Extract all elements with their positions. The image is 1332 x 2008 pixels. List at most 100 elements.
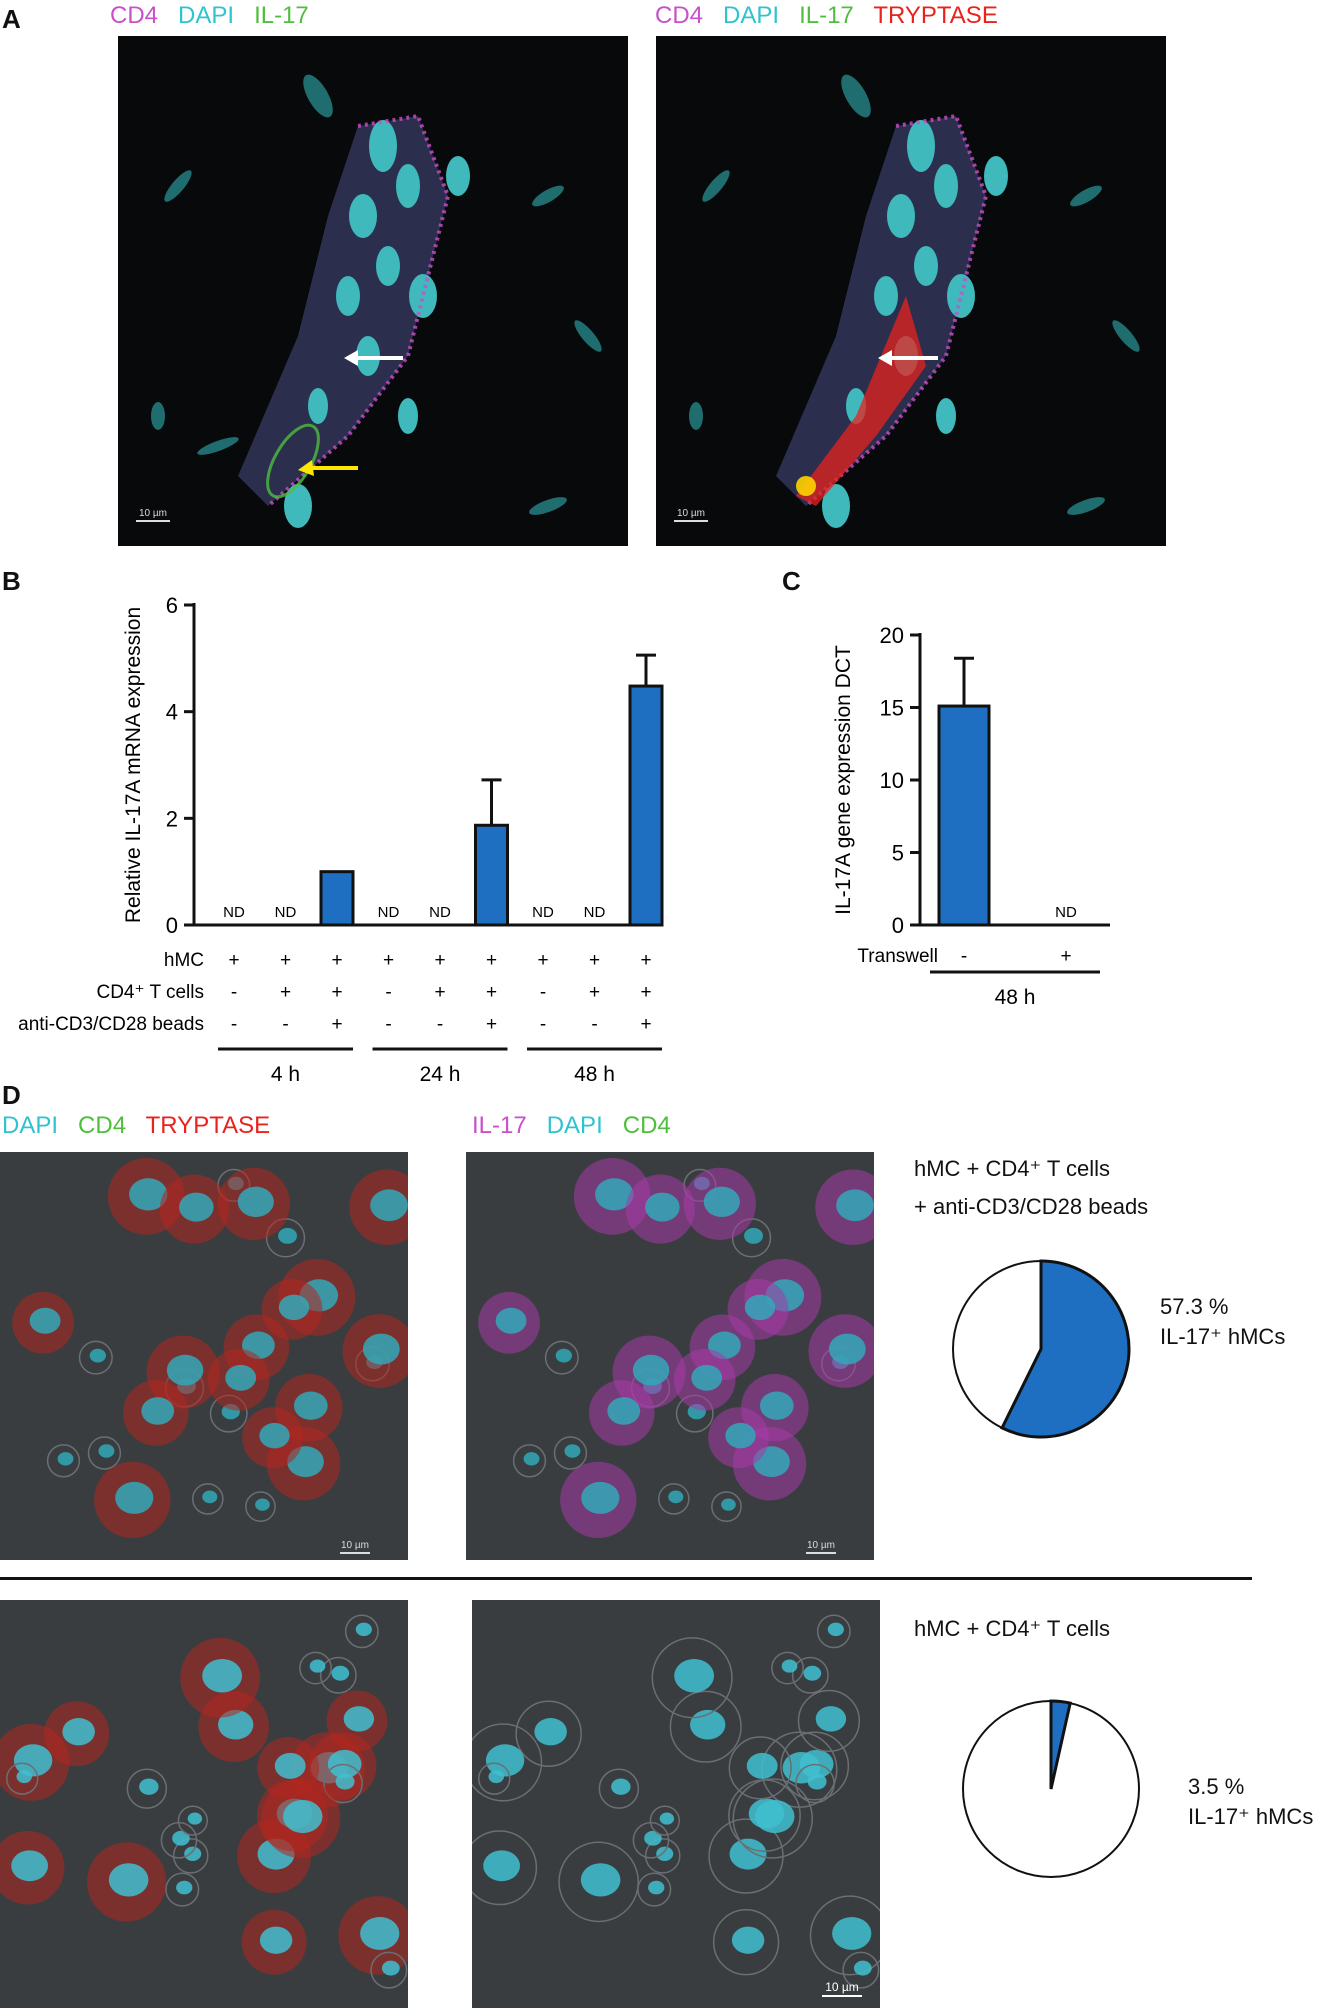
condition-sign: +: [434, 982, 445, 1003]
channel-label: CD4: [110, 2, 159, 29]
nd-label: ND: [275, 904, 297, 921]
cell-outline: [791, 1656, 829, 1694]
cell-nucleus: [62, 1718, 95, 1746]
cell-nucleus: [202, 1490, 218, 1504]
cell-outline: [657, 1483, 690, 1515]
condition-sign: +: [1060, 946, 1071, 967]
cell-outline: [544, 1340, 579, 1375]
channel-label: CD4: [622, 1112, 671, 1139]
cell-nucleus: [11, 1850, 49, 1882]
group-label: 24 h: [420, 1063, 461, 1086]
cells-image: [472, 1614, 880, 1989]
channel-label: DAPI: [2, 1112, 59, 1139]
y-tick-label: 4: [166, 700, 178, 725]
condition-sign: +: [331, 950, 342, 971]
micrograph-tissue-il17: 10 µm: [118, 36, 628, 546]
cell-nucleus: [184, 1846, 202, 1861]
cell-nucleus: [309, 1659, 326, 1673]
y-tick-label: 15: [880, 696, 904, 721]
cell-outline: [46, 1444, 81, 1478]
cell-outline: [299, 1651, 332, 1685]
cell-nucleus: [648, 1880, 665, 1895]
bar: [937, 704, 991, 927]
cell-outline: [651, 1637, 733, 1719]
nd-label: ND: [584, 904, 606, 921]
cells-image: [478, 1158, 874, 1539]
cell-nucleus: [580, 1863, 621, 1897]
cell-nucleus: [355, 1622, 372, 1637]
cell-nucleus: [381, 1960, 400, 1976]
cell-nucleus: [759, 1391, 794, 1420]
tissue-image-left: [151, 74, 602, 528]
cell-nucleus: [744, 1294, 776, 1321]
cell-nucleus: [370, 1189, 408, 1222]
pie-label-beads: IL-17⁺ hMCs: [1160, 1324, 1286, 1349]
cell-nucleus: [129, 1178, 168, 1211]
cell-outline: [515, 1700, 582, 1767]
cell-nucleus: [29, 1307, 61, 1334]
nd-label: ND: [532, 904, 554, 921]
condition-row-label: CD4⁺ T cells: [96, 982, 204, 1003]
cell-nucleus: [98, 1444, 115, 1458]
condition-sign: +: [280, 982, 291, 1003]
bar: [474, 823, 509, 927]
micrograph-tissue-tryptase: 10 µm: [656, 36, 1166, 546]
pie-slice-il17-positive: [1049, 1699, 1072, 1790]
cell-nucleus: [754, 1799, 795, 1834]
cell-outline: [6, 1762, 39, 1795]
cell-outline: [712, 1909, 780, 1976]
micrograph-cells-tryptase-no-beads: [0, 1600, 408, 2008]
condition-sign: +: [228, 950, 239, 971]
channel-label: IL-17: [254, 2, 309, 29]
condition-sign: +: [486, 1014, 497, 1035]
cell-nucleus: [632, 1354, 670, 1386]
scale-bar-label: 10 µm: [677, 508, 705, 519]
cell-nucleus: [564, 1444, 581, 1458]
channel-label: DAPI: [546, 1112, 603, 1139]
cell-nucleus: [141, 1397, 175, 1425]
channel-label: DAPI: [723, 2, 780, 29]
micrograph-cells-il17-no-beads: 10 µm: [472, 1600, 880, 2008]
cells-image: [12, 1158, 408, 1539]
cell-outline: [245, 1491, 276, 1523]
cell-nucleus: [13, 1744, 53, 1777]
group-label: 4 h: [271, 1063, 300, 1086]
cell-outline: [637, 1872, 672, 1907]
cell-nucleus: [523, 1452, 540, 1466]
cell-nucleus: [139, 1778, 159, 1795]
y-tick-label: 5: [892, 841, 904, 866]
cell-nucleus: [781, 1659, 798, 1673]
panel-d-left-channel-labels: DAPI CD4 TRYPTASE: [2, 1112, 270, 1140]
cell-outline: [165, 1872, 200, 1907]
cell-outline: [797, 1689, 861, 1753]
panel-b-letter: B: [2, 566, 21, 596]
cell-nucleus: [645, 1192, 680, 1222]
cell-outline: [553, 1436, 588, 1470]
cell-outline: [472, 1830, 538, 1906]
cell-nucleus: [488, 1770, 504, 1784]
cell-nucleus: [731, 1926, 765, 1954]
cell-nucleus: [278, 1294, 310, 1321]
pie-label-no-beads: IL-17⁺ hMCs: [1188, 1804, 1314, 1829]
pie-slice-il17-positive: [1000, 1259, 1131, 1439]
cell-nucleus: [282, 1799, 323, 1834]
cell-nucleus: [274, 1752, 306, 1779]
condition-sign: +: [640, 982, 651, 1003]
cell-nucleus: [335, 1773, 355, 1790]
cell-nucleus: [278, 1227, 298, 1244]
pie-value-beads: 57.3 %: [1160, 1294, 1229, 1319]
cell-outline: [87, 1436, 122, 1470]
group-label: 48 h: [995, 986, 1036, 1009]
condition-sign: -: [540, 982, 546, 1003]
condition-sign: +: [331, 1014, 342, 1035]
cell-nucleus: [828, 1333, 866, 1365]
nd-label: ND: [223, 904, 245, 921]
channel-label: TRYPTASE: [873, 2, 998, 29]
cell-nucleus: [237, 1186, 274, 1218]
pie-value-no-beads: 3.5 %: [1188, 1774, 1245, 1799]
cell-nucleus: [360, 1916, 400, 1950]
condition-label-no-beads: hMC + CD4⁺ T cells: [914, 1616, 1111, 1641]
condition-sign: -: [385, 982, 391, 1003]
scale-bar: 10 µm: [674, 508, 708, 522]
cell-outline: [323, 1763, 363, 1804]
